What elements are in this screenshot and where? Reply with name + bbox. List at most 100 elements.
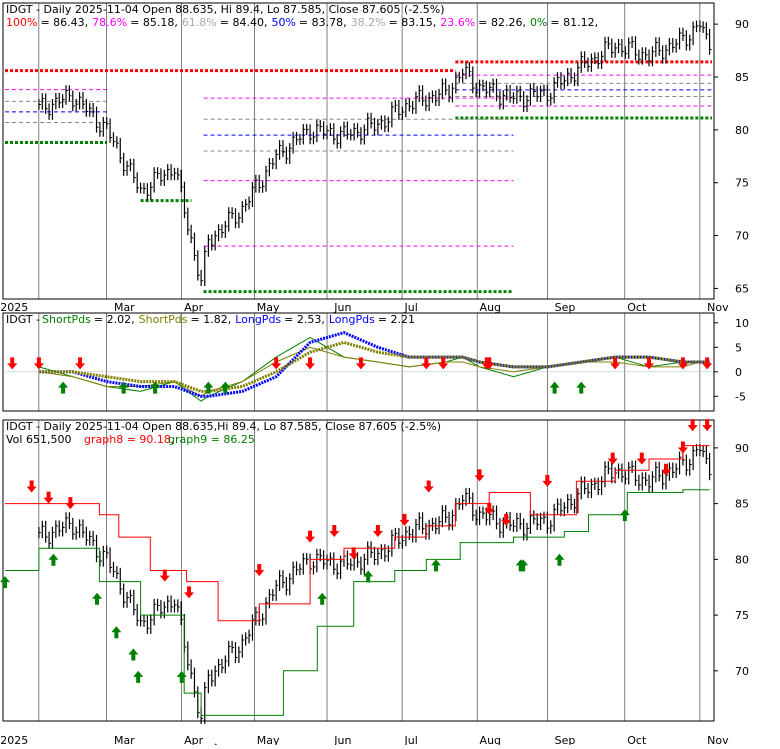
sell-arrow xyxy=(687,419,698,432)
price-panel-frame xyxy=(2,419,715,722)
x-tick-label: Sep xyxy=(555,301,576,314)
buy-arrow xyxy=(619,509,630,522)
y-tick-label: 5 xyxy=(735,341,742,354)
x-tick-label: Mar xyxy=(114,301,135,314)
sell-arrow xyxy=(271,357,282,370)
graph8-stop-band xyxy=(5,445,710,622)
sell-arrow xyxy=(702,357,713,370)
buy-arrow xyxy=(203,381,214,394)
fib-panel-title: IDGT - Daily 2025-11-04 Open 88.635, Hi … xyxy=(6,3,445,16)
sell-arrow xyxy=(702,419,713,432)
y-tick-label: 80 xyxy=(735,124,749,137)
x-tick-label: Mar xyxy=(114,734,135,745)
buy-arrow xyxy=(0,576,10,589)
buy-arrow xyxy=(220,381,231,394)
sell-arrow xyxy=(254,564,265,577)
x-tick-label: Aug xyxy=(480,301,501,314)
buy-arrow xyxy=(111,626,122,639)
fib-level-value: = 84.40, xyxy=(220,16,268,29)
x-axes: 2025 Mar Apr May Jun Jul Aug Sep Oct Nov 2025 Mar Ap… xyxy=(0,301,729,747)
osc-legend-name: LongPds xyxy=(235,313,281,326)
fib-level-value: = 86.43, xyxy=(40,16,88,29)
y-tick-label: 0 xyxy=(735,366,742,379)
y-tick-label: 90 xyxy=(735,18,749,31)
sell-arrow xyxy=(348,547,359,560)
graph9-stop-band xyxy=(5,489,710,716)
osc-legend-value: = 2.02, xyxy=(94,313,135,326)
sell-arrow xyxy=(474,469,485,482)
osc-prefix: IDGT - xyxy=(6,313,40,326)
x-tick-label: Sep xyxy=(555,734,576,745)
buy-arrow xyxy=(518,559,529,572)
buy-arrow xyxy=(176,670,187,683)
sell-arrow xyxy=(660,463,671,476)
fib-level-label: 61.8% xyxy=(182,16,217,29)
buy-arrow xyxy=(430,559,441,572)
buy-arrow xyxy=(92,592,103,605)
fib-level-label: 50% xyxy=(271,16,295,29)
osc-legend-name: ShortPds xyxy=(42,313,91,326)
y-tick-label: 90 xyxy=(735,442,749,455)
x-tick-label: 2025 xyxy=(0,301,28,314)
sell-arrow xyxy=(501,513,512,526)
sell-arrow xyxy=(484,502,495,515)
fib-level-value: = 83.15, xyxy=(389,16,437,29)
graph9-label: graph9 = 86.25 xyxy=(168,433,255,446)
sell-arrow xyxy=(355,357,366,370)
sell-arrow xyxy=(372,525,383,538)
sell-arrow xyxy=(305,357,316,370)
osc-legend-value: = 1.82, xyxy=(190,313,231,326)
x-tick-label: Jun xyxy=(333,734,351,745)
sell-arrow xyxy=(423,480,434,493)
y-tick-label: 70 xyxy=(735,230,749,243)
fib-level-value: = 83.78, xyxy=(299,16,347,29)
vertical-gridlines xyxy=(38,3,701,721)
fib-level-label: 38.2% xyxy=(351,16,386,29)
buy-arrow xyxy=(58,381,69,394)
fib-lines xyxy=(5,60,712,294)
y-tick-label: 85 xyxy=(735,71,749,84)
sell-arrow xyxy=(7,357,18,370)
sell-arrow xyxy=(33,357,44,370)
buy-arrow xyxy=(317,592,328,605)
y-tick-label: 85 xyxy=(735,498,749,511)
x-tick-label: May xyxy=(257,734,280,745)
x-tick-label: Apr xyxy=(184,301,204,314)
fib-level-label: 100% xyxy=(6,16,37,29)
sell-arrow xyxy=(65,497,76,510)
x-tick-label: Aug xyxy=(480,734,501,745)
sell-arrow xyxy=(26,480,37,493)
sell-arrow xyxy=(484,357,495,370)
sell-arrow xyxy=(438,357,449,370)
buy-arrow xyxy=(576,381,587,394)
x-tick-label: Nov xyxy=(707,734,729,745)
y-tick-label: 80 xyxy=(735,553,749,566)
osc-legend-name: ShortPds xyxy=(139,313,188,326)
buy-arrow xyxy=(118,381,129,394)
osc-legend: IDGT - ShortPds = 2.02, ShortPds = 1.82, Lon… xyxy=(6,313,415,326)
fib-level-value: = 81.12, xyxy=(550,16,598,29)
buy-arrow xyxy=(549,381,560,394)
osc-legend-value: = 2.21 xyxy=(378,313,415,326)
sell-arrow xyxy=(75,357,86,370)
sell-arrow xyxy=(421,357,432,370)
fib-level-label: 78.6% xyxy=(92,16,127,29)
oscillator-lines xyxy=(5,331,712,402)
sell-arrow xyxy=(644,357,655,370)
x-tick-label: Jun xyxy=(333,301,351,314)
osc-legend-value: = 2.53, xyxy=(284,313,325,326)
fib-level-value: = 85.18, xyxy=(130,16,178,29)
osc-series-long_2 xyxy=(38,340,710,393)
y-axes: 90 85 80 75 70 65 10 5 0 -5 90 85 80 75 70 xyxy=(714,18,749,678)
x-tick-label: Oct xyxy=(627,734,647,745)
buy-arrow xyxy=(554,553,565,566)
sell-arrow xyxy=(607,452,618,465)
sell-arrow xyxy=(399,513,410,526)
fib-levels-legend: 100% = 86.43, 78.6% = 85.18, 61.8% = 84.40, 50… xyxy=(6,16,598,29)
osc-legend-name: LongPds xyxy=(329,313,375,326)
sell-arrow xyxy=(43,491,54,504)
x-tick-label: Nov xyxy=(707,301,729,314)
y-tick-label: 75 xyxy=(735,609,749,622)
